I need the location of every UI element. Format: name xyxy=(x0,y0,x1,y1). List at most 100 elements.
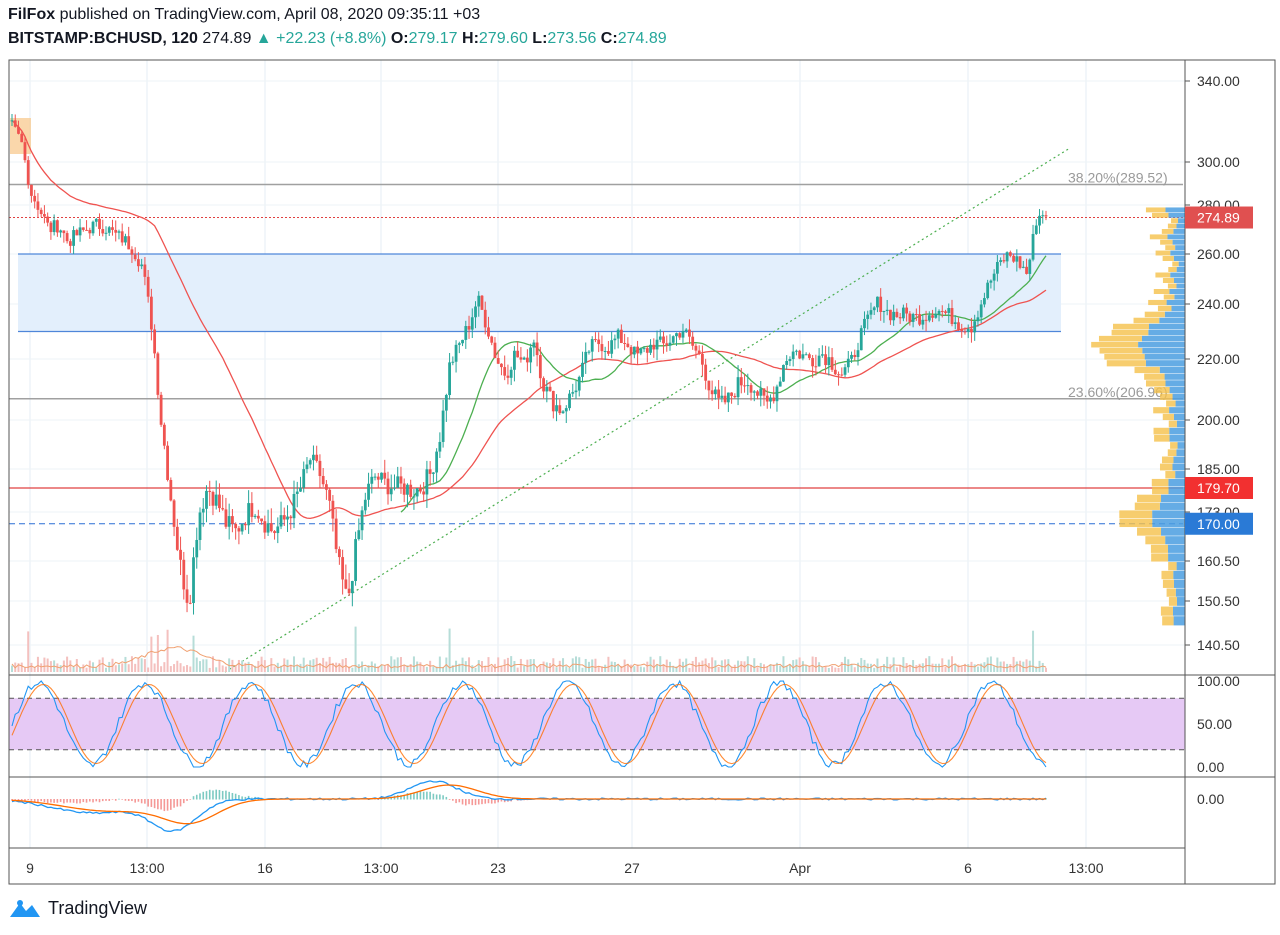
volume-bar xyxy=(280,665,283,672)
time-axis[interactable]: 9 13:00 16 13:00 23 27 Apr 6 13:00 xyxy=(26,860,1104,876)
volume-bar xyxy=(957,664,960,672)
candle-body xyxy=(493,342,497,359)
volume-bar xyxy=(114,665,117,672)
candle-body xyxy=(444,395,448,411)
candle-body xyxy=(626,343,630,348)
volume-bar xyxy=(299,663,302,672)
candle-body xyxy=(684,329,688,332)
candle-body xyxy=(597,339,601,345)
vp-up-bar xyxy=(1175,400,1185,407)
candle-body xyxy=(522,357,526,360)
macd-hist-bar xyxy=(20,799,23,801)
candle-body xyxy=(130,249,134,255)
volume-bar xyxy=(915,665,918,672)
volume-bar xyxy=(396,657,399,672)
candle-body xyxy=(81,227,85,230)
volume-bar xyxy=(639,666,642,672)
vp-down-bar xyxy=(1119,510,1153,519)
candle-body xyxy=(545,386,549,392)
vp-up-bar xyxy=(1168,486,1185,495)
candle-body xyxy=(957,322,960,330)
candle-body xyxy=(201,508,205,513)
candle-body xyxy=(911,314,915,322)
vp-up-bar xyxy=(1171,305,1185,312)
volume-bar xyxy=(199,661,201,672)
volume-bar xyxy=(931,663,934,672)
stoch-band xyxy=(9,698,1185,750)
volume-bar xyxy=(834,667,837,672)
candle-body xyxy=(532,342,536,348)
candle-body xyxy=(78,227,82,236)
x-tick-label: Apr xyxy=(789,860,811,876)
candle-body xyxy=(46,216,50,223)
last-price: 274.89 xyxy=(202,30,252,47)
macd-hist-bar xyxy=(150,799,153,807)
vp-up-bar xyxy=(1165,207,1185,213)
candle-body xyxy=(124,236,127,243)
volume-bar xyxy=(769,664,772,672)
candle-body xyxy=(412,496,416,498)
high-label: H: xyxy=(462,30,479,47)
macd-hist-bar xyxy=(497,799,500,803)
volume-bar xyxy=(399,657,402,672)
price-axis[interactable]: 340.00300.00280.00260.00240.00220.00200.… xyxy=(1185,73,1240,807)
candle-body xyxy=(995,261,999,274)
macd-hist-bar xyxy=(46,799,49,804)
vp-up-bar xyxy=(1173,278,1185,283)
volume-bar xyxy=(20,662,23,672)
vp-up-bar xyxy=(1169,407,1185,414)
macd-hist-bar xyxy=(461,799,464,805)
volume-bar xyxy=(416,661,419,672)
volume-bar xyxy=(973,664,976,672)
volume-bar xyxy=(195,657,198,672)
candle-body xyxy=(675,333,678,337)
publish-info: FilFox published on TradingView.com, Apr… xyxy=(8,6,480,24)
volume-bar xyxy=(980,663,983,672)
publisher-name[interactable]: FilFox xyxy=(8,6,56,23)
vp-up-bar xyxy=(1170,250,1185,256)
vp-up-bar xyxy=(1176,283,1185,289)
volume-bar xyxy=(374,663,377,672)
volume-bar xyxy=(934,663,937,672)
candle-body xyxy=(798,350,802,359)
tradingview-logo[interactable]: TradingView xyxy=(8,898,147,919)
vp-down-bar xyxy=(1155,250,1171,256)
volume-bar xyxy=(818,662,821,672)
volume-bar xyxy=(938,663,941,672)
candle-body xyxy=(354,539,357,582)
vp-up-bar xyxy=(1176,267,1185,272)
candle-body xyxy=(321,476,325,485)
candle-body xyxy=(75,230,79,236)
symbol-name[interactable]: BITSTAMP:BCHUSD, 120 xyxy=(8,30,198,47)
volume-bar xyxy=(147,667,150,672)
candle-body xyxy=(927,315,931,321)
macd-hist-bar xyxy=(50,799,52,803)
vp-down-bar xyxy=(1167,283,1177,289)
candle-body xyxy=(837,374,840,376)
volume-bar xyxy=(737,660,740,672)
vp-up-bar xyxy=(1161,527,1185,536)
candle-body xyxy=(250,503,254,517)
candle-body xyxy=(276,526,280,534)
vp-down-bar xyxy=(1162,413,1174,421)
vp-down-bar xyxy=(1151,553,1169,562)
volume-bar xyxy=(17,663,20,672)
candle-body xyxy=(1002,260,1006,262)
candle-body xyxy=(419,488,422,492)
volume-bar xyxy=(234,666,237,672)
macd-hist-bar xyxy=(76,799,78,804)
stochastic-pane xyxy=(9,679,1185,769)
candle-body xyxy=(55,220,59,233)
candle-body xyxy=(649,344,652,353)
candle-body xyxy=(101,229,105,234)
volume-bar xyxy=(610,661,613,672)
candle-body xyxy=(830,357,834,370)
candle-body xyxy=(538,355,542,379)
candle-body xyxy=(107,227,111,233)
candle-body xyxy=(892,311,896,321)
macd-hist-bar xyxy=(432,793,435,800)
y-tick-label: 150.50 xyxy=(1197,593,1240,609)
fib-label: 38.20%(289.52) xyxy=(1068,170,1168,186)
candle-body xyxy=(286,516,289,520)
